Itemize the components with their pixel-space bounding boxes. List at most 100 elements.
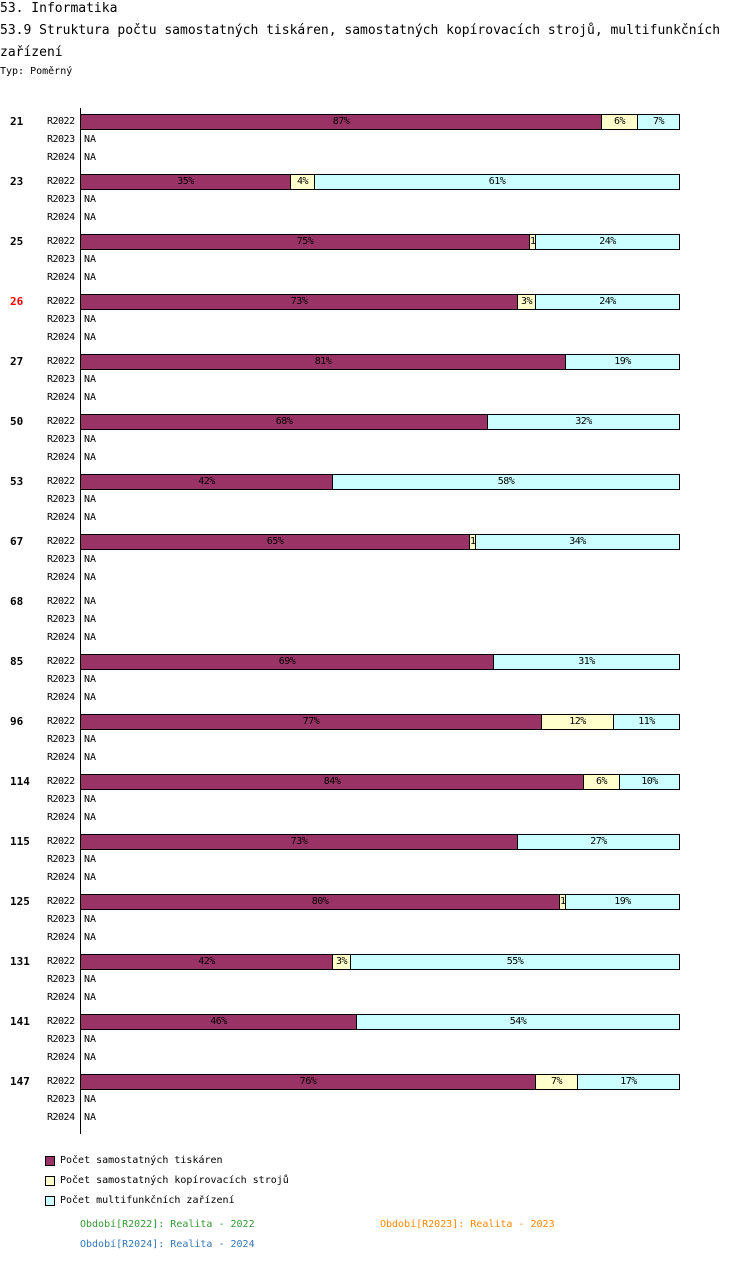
na-label: NA — [84, 914, 97, 925]
bar-segment: 7% — [637, 114, 680, 130]
period-label: R2022 — [47, 416, 75, 427]
bar-segment: 65% — [80, 534, 470, 550]
period-label: R2024 — [47, 692, 75, 703]
group-label: 141 — [10, 1015, 30, 1028]
bar-segment: 73% — [80, 294, 518, 310]
na-label: NA — [84, 512, 97, 523]
na-label: NA — [84, 1034, 97, 1045]
period-label: R2023 — [47, 1094, 75, 1105]
na-label: NA — [84, 572, 97, 583]
period-label: R2022 — [47, 536, 75, 547]
group-label: 131 — [10, 955, 30, 968]
period-label: R2022 — [47, 1016, 75, 1027]
bar-segment: 24% — [535, 294, 680, 310]
na-label: NA — [84, 692, 97, 703]
group-label: 114 — [10, 775, 30, 788]
bar-segment: 3% — [332, 954, 351, 970]
period-label: R2023 — [47, 614, 75, 625]
period-label: R2024 — [47, 512, 75, 523]
period-label: R2022 — [47, 716, 75, 727]
period-label: R2023 — [47, 1034, 75, 1045]
bar-segment: 27% — [517, 834, 680, 850]
bar-segment: 34% — [475, 534, 680, 550]
na-label: NA — [84, 734, 97, 745]
period-label: R2022 — [47, 956, 75, 967]
period-legend-item: Období[R2023]: Realita - 2023 — [380, 1219, 555, 1230]
period-label: R2022 — [47, 176, 75, 187]
na-label: NA — [84, 452, 97, 463]
chart-type: Typ: Poměrný — [0, 66, 73, 77]
bar-segment: 75% — [80, 234, 530, 250]
period-label: R2024 — [47, 932, 75, 943]
period-label: R2023 — [47, 794, 75, 805]
bar-segment: 3% — [517, 294, 536, 310]
bar-segment: 42% — [80, 954, 333, 970]
bar-segment: 11% — [613, 714, 680, 730]
group-label: 67 — [10, 535, 24, 548]
na-label: NA — [84, 1094, 97, 1105]
na-label: NA — [84, 152, 97, 163]
bar-segment: 42% — [80, 474, 333, 490]
legend-item: Počet samostatných tiskáren — [45, 1155, 223, 1166]
period-label: R2023 — [47, 974, 75, 985]
period-label: R2024 — [47, 752, 75, 763]
period-label: R2023 — [47, 494, 75, 505]
na-label: NA — [84, 632, 97, 643]
group-label: 115 — [10, 835, 30, 848]
bar-segment: 7% — [535, 1074, 578, 1090]
bar-segment: 6% — [583, 774, 620, 790]
period-label: R2024 — [47, 392, 75, 403]
period-label: R2024 — [47, 332, 75, 343]
bar-segment: 61% — [314, 174, 680, 190]
na-label: NA — [84, 794, 97, 805]
period-label: R2023 — [47, 254, 75, 265]
na-label: NA — [84, 614, 97, 625]
bar-segment: 10% — [619, 774, 680, 790]
period-label: R2022 — [47, 1076, 75, 1087]
period-legend-item: Období[R2024]: Realita - 2024 — [80, 1239, 255, 1250]
period-label: R2023 — [47, 914, 75, 925]
period-label: R2023 — [47, 194, 75, 205]
bar-segment: 32% — [487, 414, 680, 430]
na-label: NA — [84, 314, 97, 325]
period-label: R2022 — [47, 596, 75, 607]
group-label: 21 — [10, 115, 24, 128]
bar-segment: 31% — [493, 654, 680, 670]
na-label: NA — [84, 1052, 97, 1063]
na-label: NA — [84, 674, 97, 685]
period-legend-item: Období[R2022]: Realita - 2022 — [80, 1219, 255, 1230]
period-label: R2023 — [47, 854, 75, 865]
na-label: NA — [84, 596, 97, 607]
period-label: R2023 — [47, 674, 75, 685]
period-label: R2022 — [47, 116, 75, 127]
na-label: NA — [84, 992, 97, 1003]
na-label: NA — [84, 134, 97, 145]
bar-segment: 19% — [565, 894, 680, 910]
period-label: R2022 — [47, 656, 75, 667]
period-label: R2022 — [47, 776, 75, 787]
period-label: R2022 — [47, 476, 75, 487]
period-label: R2024 — [47, 152, 75, 163]
group-label: 25 — [10, 235, 24, 248]
period-label: R2024 — [47, 452, 75, 463]
legend-label: Počet samostatných tiskáren — [60, 1155, 223, 1166]
bar-segment: 80% — [80, 894, 560, 910]
na-label: NA — [84, 1112, 97, 1123]
na-label: NA — [84, 932, 97, 943]
bar-segment: 19% — [565, 354, 680, 370]
bar-segment: 68% — [80, 414, 488, 430]
legend-swatch — [45, 1155, 55, 1166]
bar-segment: 69% — [80, 654, 494, 670]
bar-segment: 54% — [356, 1014, 680, 1030]
bar-segment: 17% — [577, 1074, 680, 1090]
group-label: 53 — [10, 475, 24, 488]
period-label: R2023 — [47, 734, 75, 745]
period-label: R2024 — [47, 212, 75, 223]
na-label: NA — [84, 974, 97, 985]
group-label: 147 — [10, 1075, 30, 1088]
group-label: 96 — [10, 715, 24, 728]
period-label: R2023 — [47, 374, 75, 385]
bar-segment: 4% — [290, 174, 315, 190]
group-label: 26 — [10, 295, 24, 308]
period-label: R2022 — [47, 356, 75, 367]
